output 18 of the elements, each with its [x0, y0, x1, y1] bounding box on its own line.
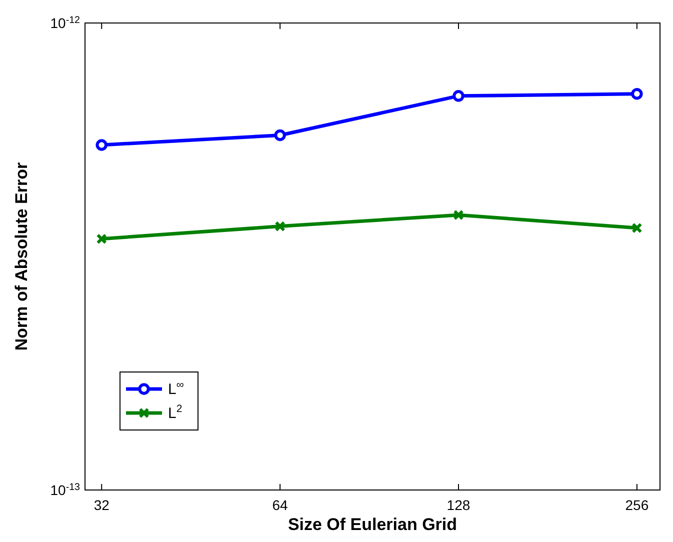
point	[453, 210, 464, 220]
point	[452, 90, 464, 102]
point	[274, 129, 286, 142]
y-axis-title: Norm of Absolute Error	[12, 162, 31, 351]
y-tick-label: 10$^{-12}$	[50, 14, 80, 31]
legend-label: L$^{2}$	[168, 403, 182, 422]
point	[631, 88, 643, 100]
point	[632, 222, 642, 234]
point	[96, 234, 107, 244]
legend-label: L$^{∞}$	[168, 379, 184, 398]
x-tick-label: 32	[94, 497, 110, 513]
x-tick-label: 64	[272, 497, 288, 513]
x-axis-title: Size Of Eulerian Grid	[288, 515, 458, 534]
x-tick-label: 128	[446, 497, 470, 513]
x-tick-label: 256	[625, 497, 649, 513]
y-tick-label: 10$^{-13}$	[50, 482, 81, 498]
point	[96, 139, 108, 151]
point	[274, 220, 286, 232]
